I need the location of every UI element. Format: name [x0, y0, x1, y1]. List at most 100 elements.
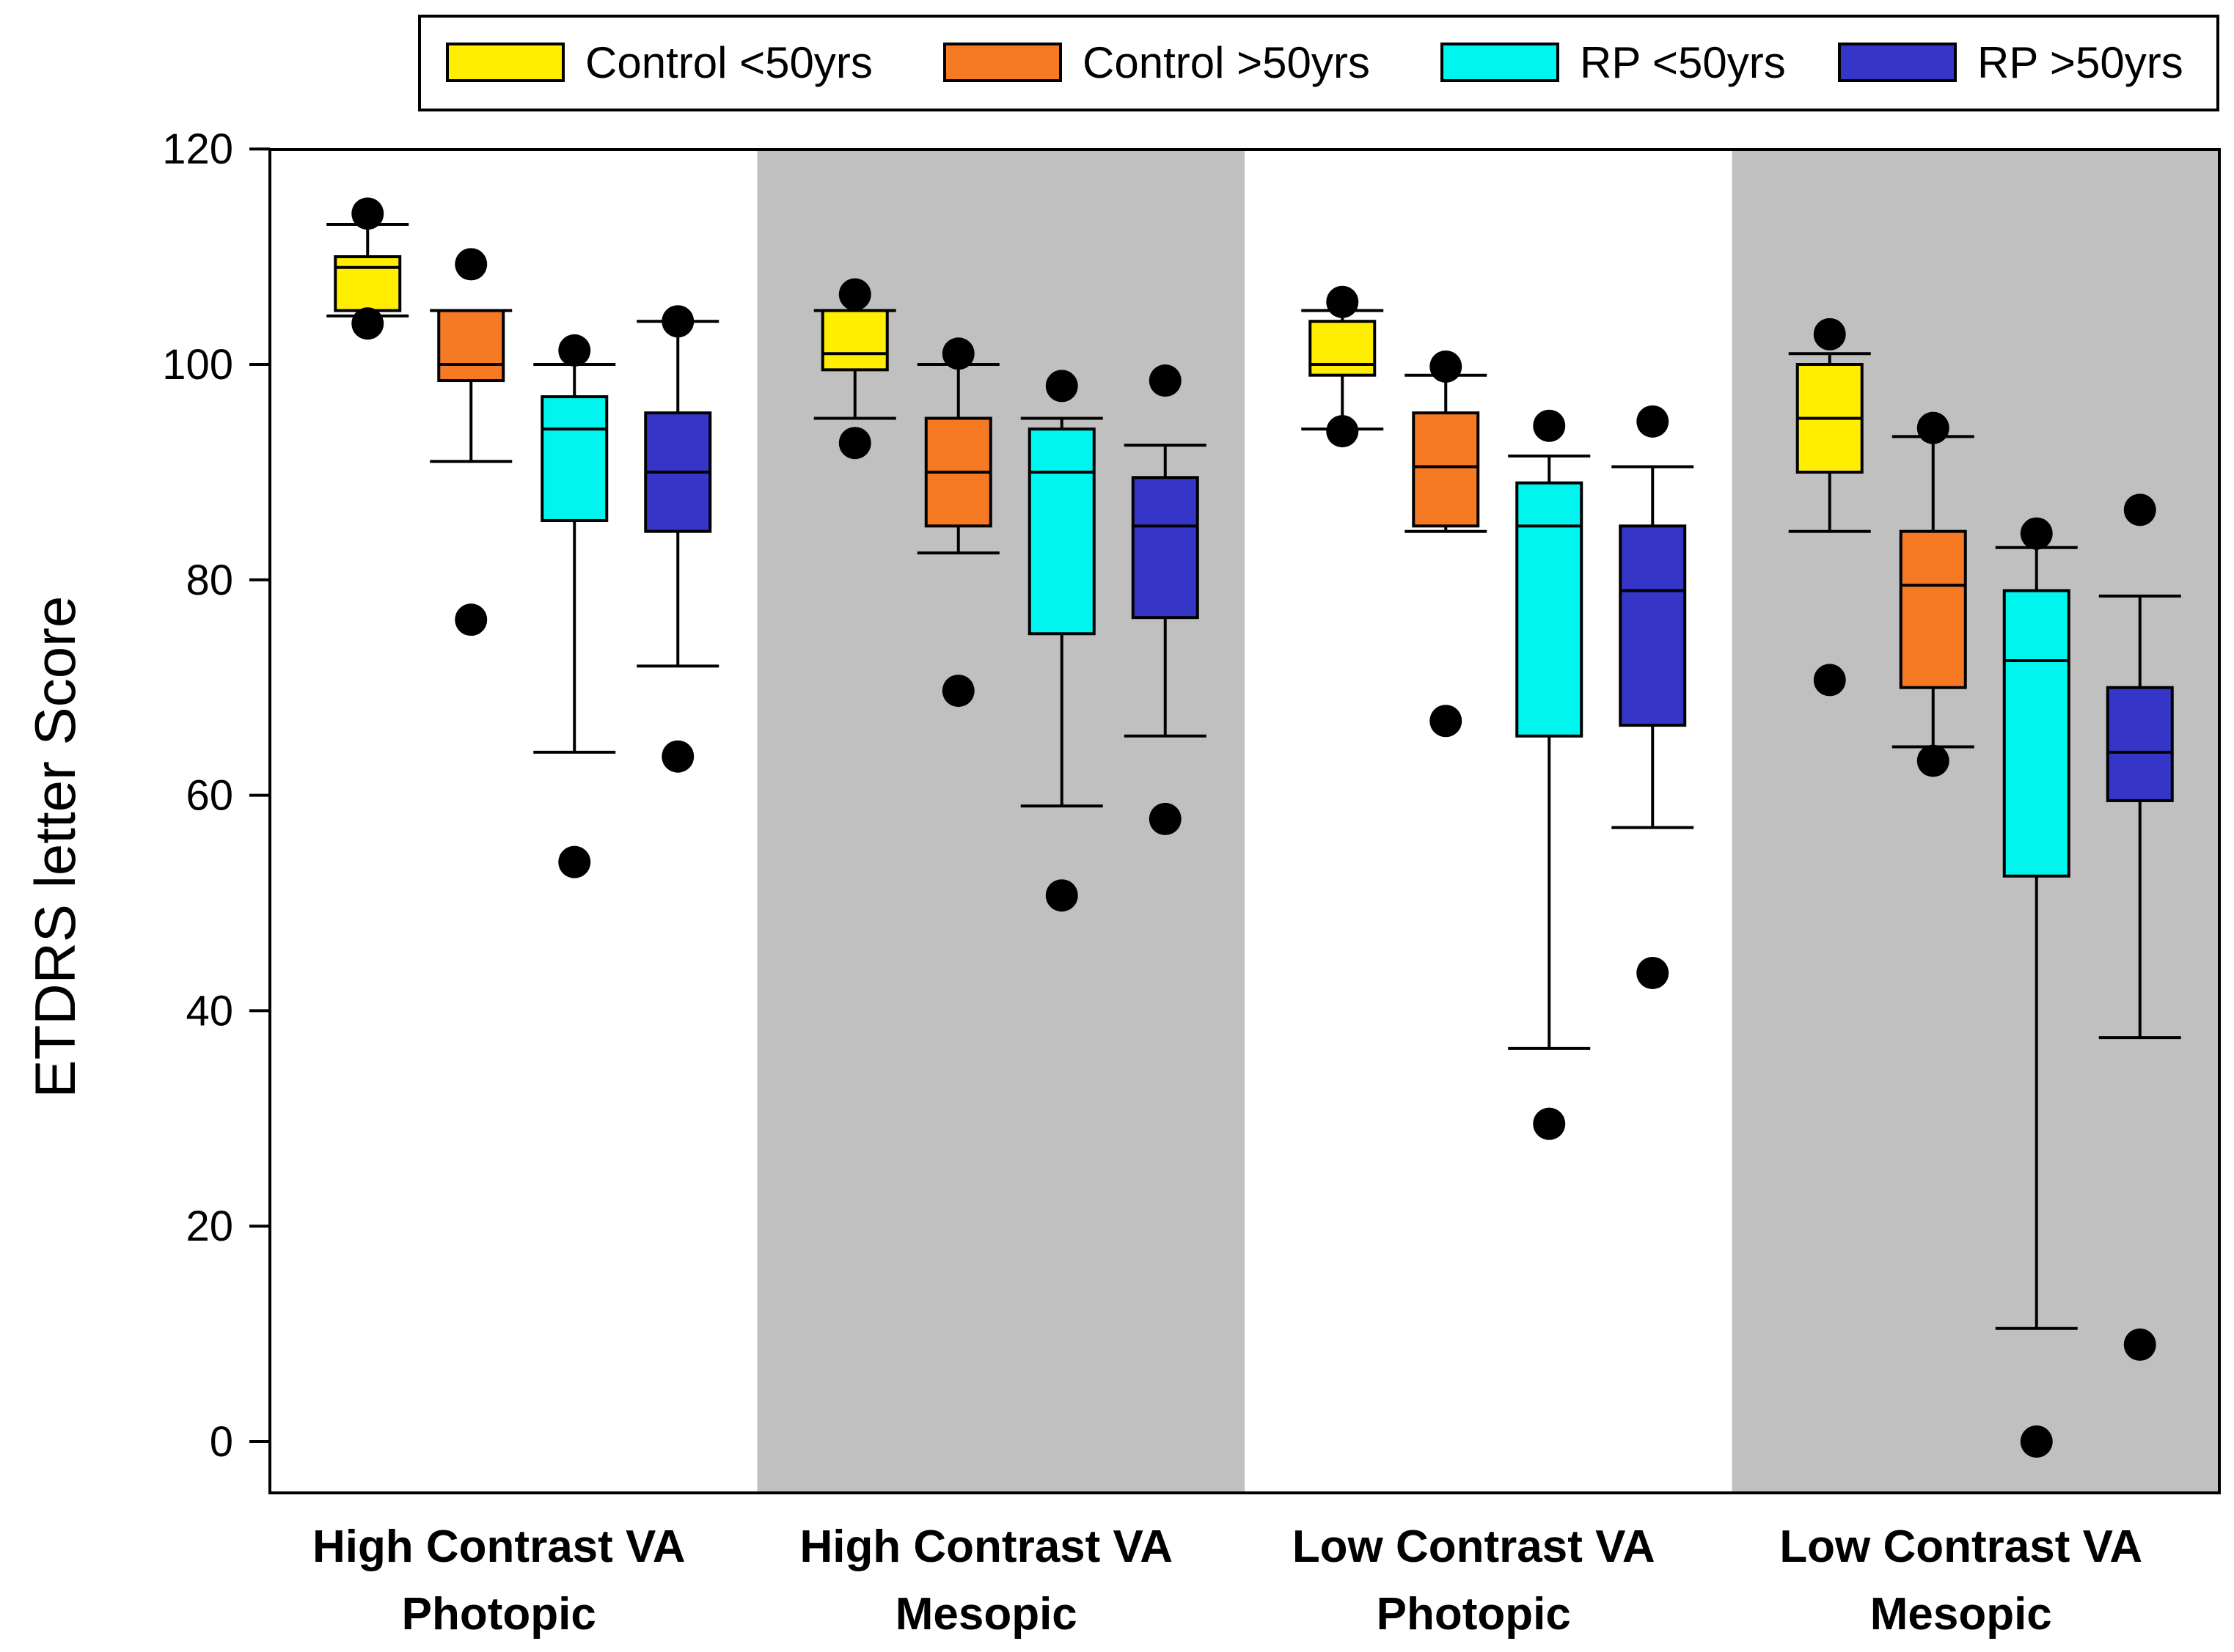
- box-4-3: [1611, 405, 1694, 989]
- y-tick-label: 20: [186, 1203, 233, 1250]
- iqr-box: [334, 255, 402, 312]
- box-2-4: [1891, 411, 1974, 777]
- iqr-box: [1515, 481, 1583, 738]
- outlier-point: [1429, 350, 1462, 383]
- box-4-1: [637, 305, 719, 773]
- box-4-4: [2098, 493, 2181, 1361]
- outlier-point: [2020, 1425, 2053, 1458]
- legend-label: RP <50yrs: [1580, 38, 1786, 87]
- outlier-point: [558, 845, 591, 878]
- outlier-point: [1149, 802, 1182, 835]
- y-tick-label: 60: [186, 772, 233, 820]
- box-3-2: [1020, 370, 1103, 912]
- iqr-box: [1619, 524, 1687, 727]
- iqr-box: [2106, 686, 2174, 802]
- outlier-point: [662, 740, 695, 773]
- series-1: [326, 197, 1871, 697]
- outlier-point: [1636, 405, 1669, 438]
- plot-frame: [268, 148, 2221, 1494]
- category-label-line2: Mesopic: [896, 1589, 1077, 1640]
- outlier-point: [1045, 370, 1078, 403]
- outlier-point: [2123, 1328, 2156, 1361]
- iqr-box: [1899, 529, 1967, 689]
- legend-label: RP >50yrs: [1977, 38, 2183, 87]
- outlier-point: [1045, 879, 1078, 912]
- category-label-line1: High Contrast VA: [312, 1521, 686, 1572]
- outlier-point: [942, 675, 975, 708]
- outlier-point: [1149, 364, 1182, 397]
- series-4: [637, 305, 2181, 1361]
- outlier-point: [1533, 409, 1566, 442]
- box-2-2: [917, 337, 1000, 708]
- box-2-1: [430, 248, 513, 636]
- y-tick-label: 0: [210, 1418, 233, 1466]
- category-labels: High Contrast VA Photopic High Contrast VA…: [312, 1521, 2142, 1640]
- legend-label: Control >50yrs: [1083, 38, 1370, 87]
- iqr-box: [1308, 320, 1377, 377]
- legend-item-2: Control >50yrs: [943, 38, 1370, 87]
- outlier-point: [1916, 411, 1949, 444]
- box-1-3: [1301, 285, 1384, 448]
- series-3: [533, 334, 2078, 1458]
- y-tick-label: 80: [186, 557, 233, 604]
- outlier-point: [2123, 493, 2156, 526]
- panel-shade-4: [1732, 150, 2219, 1493]
- outlier-point: [1636, 956, 1669, 989]
- box-series: [326, 197, 2181, 1458]
- box-3-4: [1995, 517, 2078, 1458]
- category-label-line2: Mesopic: [1870, 1589, 2052, 1640]
- outlier-point: [2020, 517, 2053, 550]
- y-axis-title: ETDRS letter Score: [23, 596, 87, 1098]
- outlier-point: [1429, 705, 1462, 738]
- outlier-point: [351, 307, 384, 340]
- panel-shading: [757, 150, 2219, 1493]
- legend-swatch: [1838, 43, 1957, 82]
- iqr-box: [1412, 411, 1480, 528]
- iqr-box: [2002, 589, 2070, 878]
- outlier-point: [838, 278, 871, 311]
- outlier-point: [1326, 415, 1359, 448]
- box-3-1: [533, 334, 616, 878]
- outlier-point: [1533, 1107, 1566, 1140]
- y-tick-label: 40: [186, 987, 233, 1035]
- category-label-line1: High Contrast VA: [799, 1521, 1173, 1572]
- axes: 0 20 40 60 80 100 120 ETDRS letter Score: [23, 125, 2221, 1494]
- legend-swatch: [1440, 43, 1559, 82]
- legend-item-4: RP >50yrs: [1838, 38, 2183, 87]
- legend-item-3: RP <50yrs: [1440, 38, 1786, 87]
- category-label-line1: Low Contrast VA: [1779, 1521, 2142, 1572]
- y-tick-label: 120: [162, 125, 233, 173]
- box-2-3: [1405, 350, 1487, 738]
- box-1-1: [326, 197, 409, 340]
- box-3-3: [1508, 409, 1591, 1140]
- outlier-point: [455, 603, 488, 636]
- iqr-box: [821, 309, 889, 372]
- box-4-2: [1124, 364, 1206, 835]
- iqr-box: [1131, 476, 1199, 620]
- category-label-line1: Low Contrast VA: [1292, 1521, 1655, 1572]
- legend: Control <50yrs Control >50yrs RP <50yrs RP …: [418, 15, 2219, 111]
- legend-swatch: [446, 43, 565, 82]
- outlier-point: [455, 248, 488, 281]
- iqr-box: [541, 395, 609, 523]
- legend-swatch: [943, 43, 1062, 82]
- outlier-point: [351, 197, 384, 230]
- box-1-4: [1788, 317, 1871, 697]
- y-tick-label: 100: [162, 341, 233, 389]
- outlier-point: [558, 334, 591, 367]
- outlier-point: [1326, 285, 1359, 318]
- outlier-point: [1813, 317, 1846, 350]
- category-label-line2: Photopic: [1377, 1589, 1571, 1640]
- outlier-point: [942, 337, 975, 370]
- box-1-2: [813, 278, 896, 460]
- legend-label: Control <50yrs: [585, 38, 873, 87]
- iqr-box: [437, 309, 505, 383]
- outlier-point: [1916, 744, 1949, 777]
- outlier-point: [1813, 664, 1846, 697]
- outlier-point: [662, 305, 695, 338]
- legend-item-1: Control <50yrs: [446, 38, 873, 87]
- outlier-point: [838, 427, 871, 460]
- category-label-line2: Photopic: [402, 1589, 596, 1640]
